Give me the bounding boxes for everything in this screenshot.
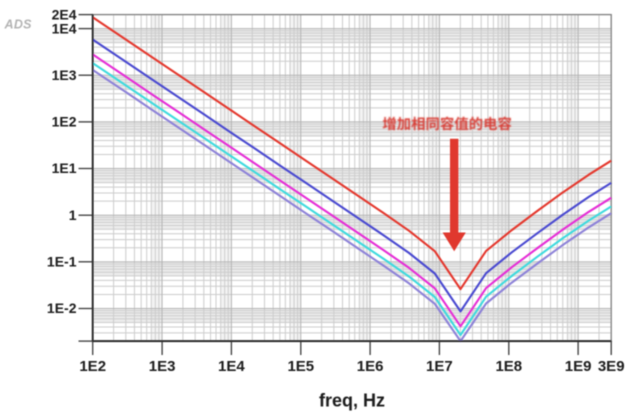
svg-text:1E4: 1E4	[52, 20, 77, 36]
svg-text:1E9: 1E9	[565, 358, 592, 375]
svg-text:1E3: 1E3	[52, 67, 77, 83]
svg-text:1E2: 1E2	[52, 114, 77, 130]
svg-text:1E-2: 1E-2	[47, 300, 77, 316]
svg-text:1E7: 1E7	[426, 358, 453, 375]
svg-text:1E4: 1E4	[218, 358, 245, 375]
svg-text:1E6: 1E6	[357, 358, 384, 375]
svg-text:1E-1: 1E-1	[47, 254, 77, 270]
svg-text:3E9: 3E9	[598, 358, 625, 375]
svg-text:1E3: 1E3	[149, 358, 176, 375]
svg-text:1: 1	[69, 207, 77, 223]
svg-text:2E4: 2E4	[52, 6, 77, 22]
svg-text:freq, Hz: freq, Hz	[319, 391, 385, 411]
svg-text:1E8: 1E8	[495, 358, 522, 375]
svg-text:1E5: 1E5	[287, 358, 314, 375]
svg-text:1E1: 1E1	[52, 160, 77, 176]
svg-text:ADS: ADS	[4, 18, 33, 32]
svg-text:1E2: 1E2	[79, 358, 106, 375]
